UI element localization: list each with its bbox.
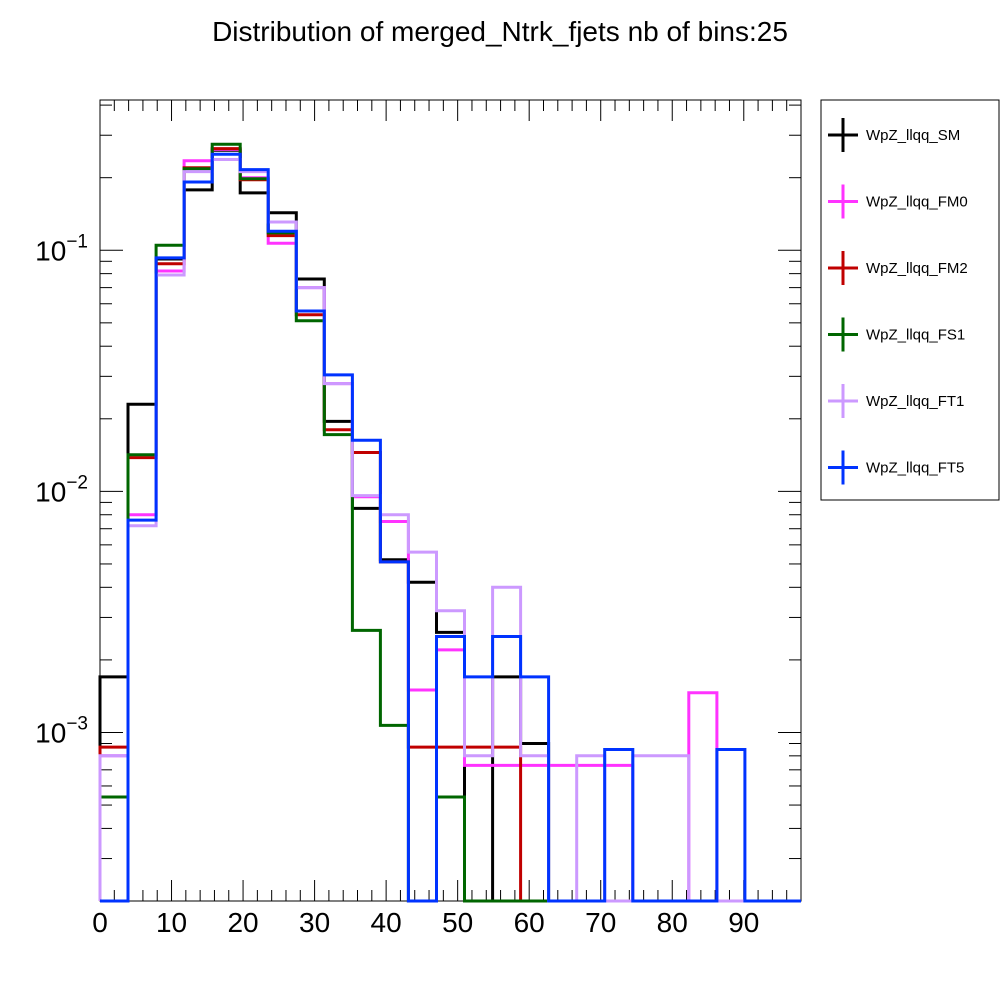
legend-label: WpZ_llqq_FT5 — [866, 460, 964, 477]
x-tick-label: 30 — [299, 907, 330, 938]
x-axis-ticks — [99, 100, 802, 901]
series-line-wpz-llqq-fm0 — [98, 147, 801, 903]
legend-label: WpZ_llqq_FS1 — [866, 327, 965, 344]
x-tick-label: 60 — [514, 907, 545, 938]
legend: WpZ_llqq_SM WpZ_llqq_FM0 WpZ_llqq_FM2 WpZ_l… — [820, 99, 1000, 501]
series-line-wpz-llqq-ft1 — [98, 158, 801, 903]
x-tick-label: 90 — [728, 907, 759, 938]
series-line-wpz-llqq-ft5 — [100, 152, 801, 903]
chart-title: Distribution of merged_Ntrk_fjets nb of … — [212, 16, 788, 47]
legend-entry-wpz-llqq-ft1: WpZ_llqq_FT1 — [828, 384, 964, 418]
series-line-wpz-llqq-sm — [98, 148, 801, 903]
plot-frame — [99, 99, 802, 902]
legend-label: WpZ_llqq_FT1 — [866, 393, 964, 410]
legend-entry-wpz-llqq-fm0: WpZ_llqq_FM0 — [828, 184, 968, 219]
legend-entry-wpz-llqq-ft5: WpZ_llqq_FT5 — [828, 450, 964, 485]
x-tick-label: 40 — [371, 907, 402, 938]
legend-label: WpZ_llqq_SM — [866, 127, 960, 144]
legend-entry-wpz-llqq-fs1: WpZ_llqq_FS1 — [828, 317, 965, 352]
legend-entry-wpz-llqq-fm2: WpZ_llqq_FM2 — [828, 251, 968, 285]
legend-entry-wpz-llqq-sm: WpZ_llqq_SM — [828, 118, 960, 152]
x-tick-label: 0 — [92, 907, 108, 938]
x-tick-label: 80 — [657, 907, 688, 938]
y-tick-label: 10−3 — [35, 713, 88, 748]
legend-box — [820, 99, 1000, 501]
legend-label: WpZ_llqq_FM2 — [866, 260, 968, 277]
x-axis-labels: 0 10 20 30 40 50 60 70 80 90 — [92, 907, 759, 938]
x-tick-label: 50 — [442, 907, 473, 938]
y-tick-label: 10−1 — [35, 231, 88, 266]
series-line-wpz-llqq-fm2 — [98, 147, 801, 903]
y-axis-labels: 10−1 10−2 10−3 — [35, 231, 88, 748]
x-tick-label: 70 — [585, 907, 616, 938]
y-axis-ticks — [100, 104, 801, 902]
x-tick-label: 20 — [227, 907, 258, 938]
series-line-wpz-llqq-fs1 — [98, 142, 801, 903]
legend-label: WpZ_llqq_FM0 — [866, 194, 968, 211]
x-tick-label: 10 — [156, 907, 187, 938]
y-tick-label: 10−2 — [35, 472, 88, 507]
series-layer — [98, 142, 801, 903]
